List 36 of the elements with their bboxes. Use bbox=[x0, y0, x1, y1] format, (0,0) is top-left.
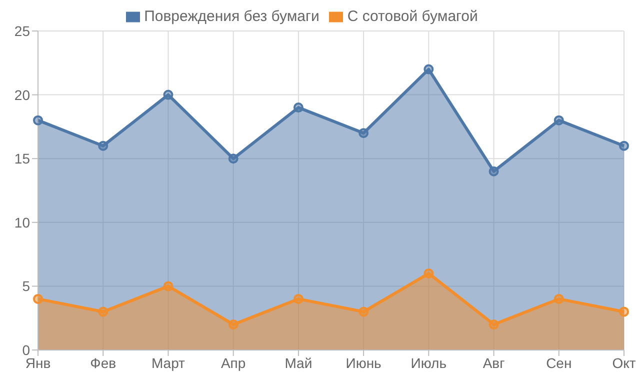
x-tick-label: Авг bbox=[482, 354, 505, 371]
point bbox=[488, 166, 499, 176]
point bbox=[98, 306, 108, 317]
x-tick-label: Июль bbox=[410, 354, 447, 371]
point bbox=[163, 281, 174, 292]
y-tick-label: 25 bbox=[14, 22, 30, 39]
x-tick-label: Сен bbox=[546, 354, 572, 371]
x-tick-label: Март bbox=[151, 354, 186, 371]
point bbox=[163, 90, 174, 100]
legend-label: Повреждения без бумаги bbox=[144, 8, 320, 25]
y-tick-label: 5 bbox=[22, 278, 30, 294]
point bbox=[619, 140, 629, 151]
y-tick-label: 10 bbox=[14, 214, 30, 230]
point bbox=[228, 319, 238, 330]
point bbox=[293, 294, 304, 304]
point bbox=[33, 115, 43, 126]
point bbox=[488, 319, 499, 330]
point bbox=[424, 64, 434, 74]
x-tick-label: Апр bbox=[220, 354, 246, 371]
point bbox=[228, 154, 238, 164]
y-tick-label: 15 bbox=[14, 150, 30, 167]
point bbox=[98, 140, 108, 151]
point bbox=[554, 115, 564, 126]
point bbox=[293, 102, 304, 113]
x-tick-label: Июнь bbox=[346, 354, 382, 371]
x-tick-label: Окт bbox=[612, 354, 636, 371]
point bbox=[358, 128, 369, 138]
x-tick-label: Май bbox=[284, 354, 312, 371]
point bbox=[619, 306, 629, 317]
x-tick-label: Фев bbox=[90, 354, 116, 371]
point bbox=[424, 268, 434, 278]
point bbox=[33, 294, 43, 304]
y-tick-label: 20 bbox=[14, 86, 30, 103]
point bbox=[358, 306, 369, 317]
point bbox=[554, 294, 564, 304]
legend-label: С сотовой бумагой bbox=[347, 8, 478, 25]
